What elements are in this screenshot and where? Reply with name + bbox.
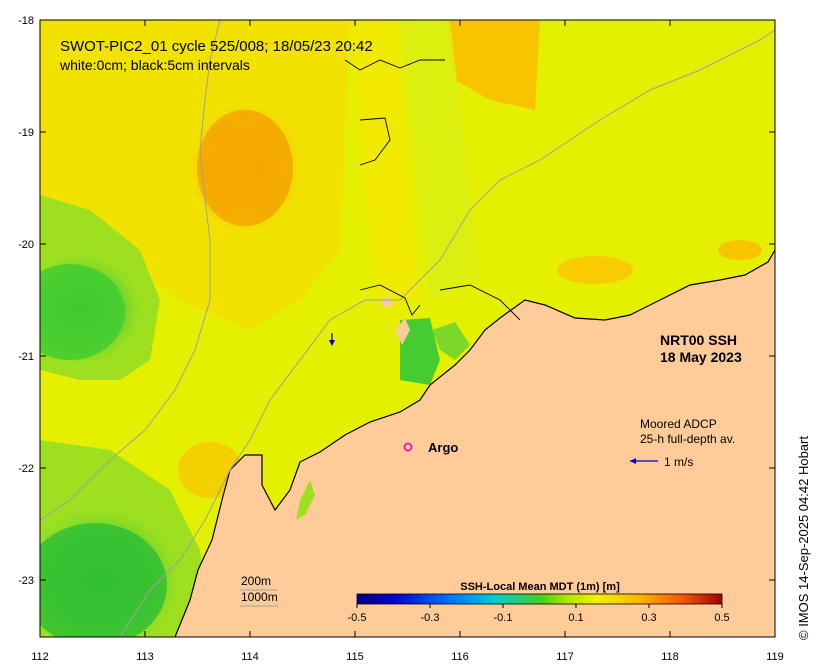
coastline: [174, 249, 775, 637]
x-tick-label: 112: [31, 651, 49, 663]
colorbar-tick: -0.5: [348, 612, 367, 624]
land-island: [395, 318, 410, 345]
isobath-legend-200m: 200m: [241, 574, 271, 588]
ssh-cool-coastal-patch: [432, 322, 470, 360]
x-axis: 112 113 114 115 116 117 118 119: [31, 20, 784, 663]
ssh-contour: [359, 117, 391, 166]
swot-swath-right: [400, 20, 480, 300]
ssh-gulf-patch: [296, 480, 315, 520]
plot-frame: [39, 19, 776, 638]
product-date: 18 May 2023: [660, 349, 742, 365]
swot-swath-left: [348, 20, 420, 310]
map-title: SWOT-PIC2_01 cycle 525/008; 18/05/23 20:…: [60, 38, 373, 55]
velocity-scale-label: 1 m/s: [664, 455, 693, 469]
product-label: NRT00 SSH: [660, 332, 737, 348]
colorbar-tick: -0.3: [421, 612, 440, 624]
ssh-cool-eddy-west-core: [40, 264, 125, 360]
ssh-warm-patch: [557, 256, 633, 284]
colorbar-tick: 0.5: [714, 612, 729, 624]
x-tick-label: 117: [556, 651, 574, 663]
x-tick-label: 115: [346, 651, 364, 663]
land-island: [380, 296, 392, 308]
argo-label: Argo: [428, 440, 458, 455]
ssh-contour: [439, 284, 521, 321]
isobath-1000m: [40, 20, 221, 521]
colorbar: SSH-Local Mean MDT (1m) [m] -0.5 -0.3 -0…: [348, 581, 730, 624]
y-tick-label: -22: [18, 463, 34, 475]
colorbar-tick: 0.3: [641, 612, 656, 624]
x-tick-label: 114: [241, 651, 259, 663]
x-tick-label: 116: [451, 651, 469, 663]
ssh-cool-eddy-sw-core: [40, 523, 167, 637]
ssh-warm-eddy-core: [197, 110, 293, 226]
y-tick-label: -18: [18, 15, 34, 27]
land-mainland: [175, 250, 775, 637]
isobath-200m: [119, 29, 775, 637]
adcp-sublabel: 25-h full-depth av.: [640, 432, 735, 446]
y-axis: -18 -19 -20 -21 -22 -23: [18, 15, 775, 587]
copyright-credit: © IMOS 14-Sep-2025 04:42 Hobart: [796, 436, 811, 640]
argo-float-marker: [403, 442, 413, 452]
colorbar-title: SSH-Local Mean MDT (1m) [m]: [460, 581, 620, 593]
y-tick-label: -23: [18, 575, 34, 587]
y-tick-label: -19: [18, 127, 34, 139]
x-tick-label: 118: [661, 651, 679, 663]
colorbar-scale: [356, 593, 723, 605]
ssh-warm-patch-ne: [445, 20, 540, 110]
adcp-label: Moored ADCP: [640, 417, 717, 431]
ssh-cool-coastal-patch: [400, 318, 440, 385]
velocity-arrow-icon: [630, 458, 658, 464]
adcp-vector-icon: [329, 333, 335, 346]
x-tick-label: 113: [136, 651, 154, 663]
isobath-legend-1000m: 1000m: [241, 590, 278, 604]
ssh-warm-patch: [718, 240, 762, 260]
x-tick-label: 119: [766, 651, 784, 663]
colorbar-tick: 0.1: [568, 612, 583, 624]
colorbar-tick: -0.1: [494, 612, 513, 624]
contour-legend-text: white:0cm; black:5cm intervals: [59, 57, 250, 73]
ssh-contour: [344, 59, 445, 71]
y-tick-label: -21: [18, 351, 34, 363]
y-tick-label: -20: [18, 239, 34, 251]
map-plot-area: [40, 20, 775, 637]
ssh-contour: [359, 284, 421, 316]
